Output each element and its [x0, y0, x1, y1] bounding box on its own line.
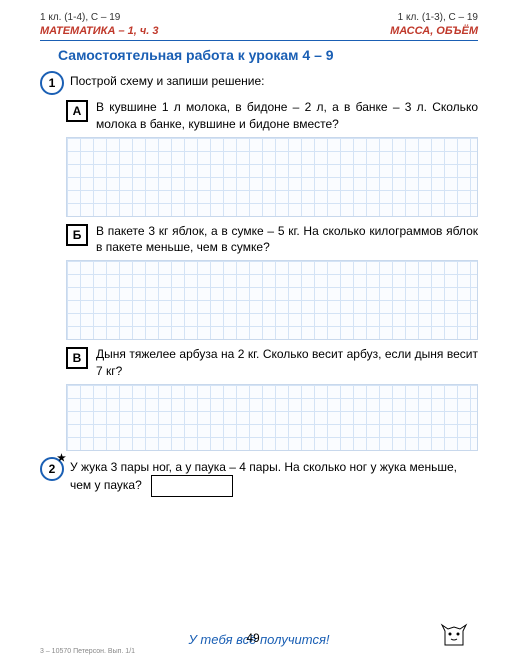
class-right: 1 кл. (1-3), С – 19 [398, 12, 478, 23]
topic: МАССА, ОБЪЁМ [390, 25, 478, 37]
task-2-text: У жука 3 пары ног, а у паука – 4 пары. Н… [70, 457, 478, 497]
subtask-B-text: В пакете 3 кг яблок, а в сумке – 5 кг. Н… [96, 223, 478, 257]
letter-B: Б [66, 224, 88, 246]
page-number: 49 [0, 631, 506, 645]
subtask-A-text: В кувшине 1 л молока, в бидоне – 2 л, а … [96, 99, 478, 133]
worksheet-page: 1 кл. (1-4), С – 19 1 кл. (1-3), С – 19 … [0, 0, 506, 659]
header-row-1: 1 кл. (1-4), С – 19 1 кл. (1-3), С – 19 [40, 12, 478, 23]
header-rule [40, 40, 478, 41]
subtask-V-text: Дыня тяжелее арбуза на 2 кг. Сколько вес… [96, 346, 478, 380]
letter-V: В [66, 347, 88, 369]
answer-box[interactable] [151, 475, 233, 497]
task-2: 2 ★ У жука 3 пары ног, а у паука – 4 пар… [40, 457, 478, 497]
answer-grid-V[interactable] [66, 384, 478, 451]
answer-grid-A[interactable] [66, 137, 478, 217]
subtask-V: В Дыня тяжелее арбуза на 2 кг. Сколько в… [66, 346, 478, 380]
subject: МАТЕМАТИКА – 1, ч. 3 [40, 25, 159, 37]
star-icon: ★ [57, 453, 66, 464]
header-row-2: МАТЕМАТИКА – 1, ч. 3 МАССА, ОБЪЁМ [40, 25, 478, 37]
task-number-2: 2 ★ [40, 457, 64, 481]
subtask-A: А В кувшине 1 л молока, в бидоне – 2 л, … [66, 99, 478, 133]
subtask-B: Б В пакете 3 кг яблок, а в сумке – 5 кг.… [66, 223, 478, 257]
letter-A: А [66, 100, 88, 122]
task-number-1: 1 [40, 71, 64, 95]
class-left: 1 кл. (1-4), С – 19 [40, 12, 120, 23]
worksheet-title: Самостоятельная работа к урокам 4 – 9 [58, 47, 478, 63]
task-1-text: Построй схему и запиши решение: [70, 71, 478, 89]
task-1: 1 Построй схему и запиши решение: [40, 71, 478, 95]
answer-grid-B[interactable] [66, 260, 478, 340]
imprint: 3 – 10570 Петерсон. Вып. 1/1 [40, 648, 135, 655]
